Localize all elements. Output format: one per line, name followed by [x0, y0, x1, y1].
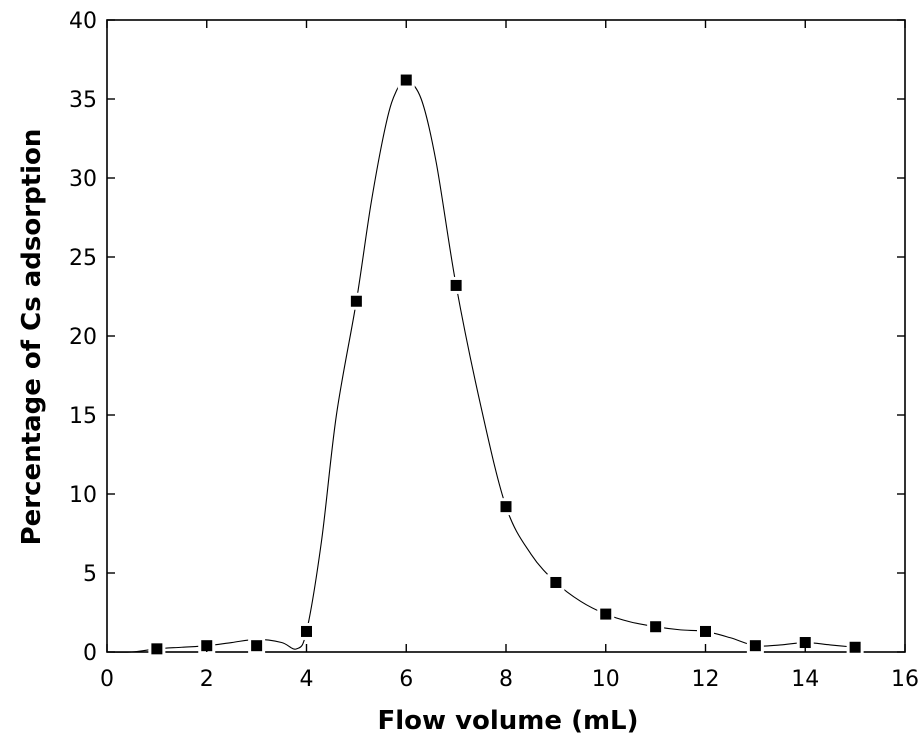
y-tick-label: 25: [69, 246, 97, 271]
data-point: [600, 608, 612, 620]
x-tick-label: 0: [100, 667, 114, 692]
y-tick-label: 20: [69, 325, 97, 350]
data-point: [799, 637, 811, 649]
fit-curve-layer: [106, 79, 856, 653]
data-point: [550, 576, 562, 588]
axes: 0 2 4 6 8 10 12 14 16 0 5 10 15 20 25 30 35 40: [69, 9, 919, 692]
x-axis-title: Flow volume (mL): [377, 706, 638, 736]
data-point: [251, 640, 263, 652]
y-tick-label: 10: [69, 483, 97, 508]
plot-frame: [106, 19, 906, 653]
y-tick-label: 40: [69, 9, 97, 34]
x-tick-label: 16: [891, 667, 919, 692]
x-tick-label: 12: [692, 667, 720, 692]
data-points: [148, 71, 864, 658]
y-tick-label: 30: [69, 167, 97, 192]
x-tick-label: 14: [791, 667, 819, 692]
data-point: [849, 641, 861, 653]
data-point: [500, 501, 512, 513]
data-point: [400, 74, 412, 86]
x-tick-label: 8: [499, 667, 513, 692]
y-tick-label: 15: [69, 404, 97, 429]
x-tick-label: 4: [300, 667, 314, 692]
x-tick-label: 2: [200, 667, 214, 692]
data-point: [350, 295, 362, 307]
y-tick-label: 5: [83, 562, 97, 587]
data-point: [301, 625, 312, 637]
data-point: [749, 640, 761, 652]
data-point: [450, 279, 462, 291]
data-point: [650, 621, 662, 633]
x-tick-label: 10: [592, 667, 620, 692]
y-axis-title: Percentage of Cs adsorption: [17, 129, 47, 546]
plot-area: [106, 19, 906, 653]
fit-curve-line: [106, 79, 856, 653]
y-tick-label: 35: [69, 88, 97, 113]
data-point: [700, 625, 711, 637]
data-point: [151, 643, 163, 655]
y-tick-label: 0: [83, 641, 97, 666]
x-tick-label: 6: [399, 667, 413, 692]
